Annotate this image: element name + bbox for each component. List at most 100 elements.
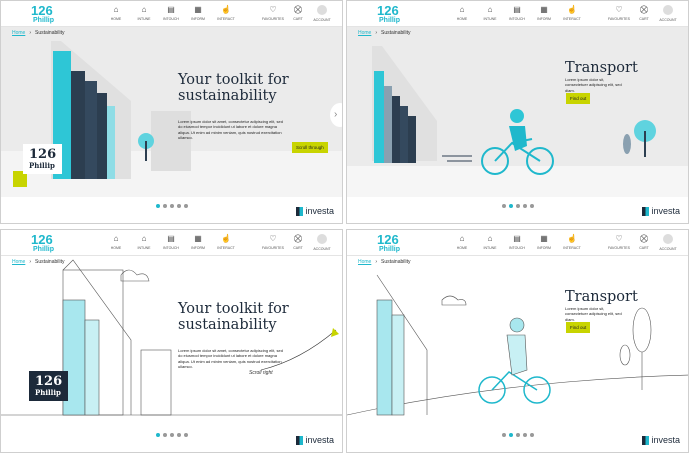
badge-name: Phillip (29, 161, 55, 170)
nav-item-favourites[interactable]: ♡ FAVOURITES (606, 5, 632, 21)
nav-item-cart[interactable]: ⛒ CART (285, 234, 311, 250)
logo-name: Phillip (33, 17, 54, 24)
carousel-dots (501, 204, 534, 208)
mail-icon: ▤ (167, 234, 175, 243)
nav-label: INTUNE (483, 17, 497, 21)
carousel-dot[interactable] (169, 204, 174, 208)
breadcrumb: Home › Sustainability (358, 259, 410, 265)
cart-icon: ⛒ (639, 5, 649, 14)
nav-item-intune[interactable]: ⌂ INTUNE (131, 5, 157, 21)
nav-label: ACCOUNT (313, 247, 331, 251)
carousel-dot[interactable] (176, 433, 181, 437)
carousel-dot[interactable] (183, 433, 188, 437)
find-out-button[interactable]: Find out (566, 322, 591, 333)
carousel-dot[interactable] (162, 433, 167, 437)
nav-item-account[interactable]: ACCOUNT (655, 5, 681, 22)
nav-item-interact[interactable]: ☝ INTERACT (213, 5, 239, 21)
nav-item-favourites[interactable]: ♡ FAVOURITES (606, 234, 632, 250)
nav-label: INTUNE (137, 17, 151, 21)
nav-item-interact[interactable]: ☝ INTERACT (559, 5, 585, 21)
logo[interactable]: 126 Phillip (377, 4, 400, 24)
carousel-dot[interactable] (515, 204, 520, 208)
logo[interactable]: 126 Phillip (377, 233, 400, 253)
home-icon: ⌂ (459, 5, 465, 14)
nav-label: INTERACT (563, 17, 581, 21)
nav-item-intouch[interactable]: ▤ INTOUCH (158, 5, 184, 21)
logo[interactable]: 126 Phillip (31, 4, 54, 24)
nav-item-cart[interactable]: ⛒ CART (631, 5, 657, 21)
nav-item-cart[interactable]: ⛒ CART (285, 5, 311, 21)
nav-item-inform[interactable]: ▦ INFORM (531, 234, 557, 250)
breadcrumb: Home › Sustainability (12, 259, 64, 265)
nav-label: FAVOURITES (262, 246, 284, 250)
nav-item-account[interactable]: ACCOUNT (309, 234, 335, 251)
logo-name: Phillip (33, 246, 54, 253)
breadcrumb-home[interactable]: Home (358, 30, 372, 36)
carousel-dot[interactable] (508, 433, 513, 437)
breadcrumb-separator: › (29, 30, 32, 36)
carousel-dot[interactable] (501, 204, 506, 208)
nav-item-intune[interactable]: ⌂ INTUNE (477, 234, 503, 250)
logo-number: 126 (31, 3, 53, 18)
house-icon: ⌂ (487, 234, 493, 243)
nav-item-intune[interactable]: ⌂ INTUNE (477, 5, 503, 21)
nav-item-inform[interactable]: ▦ INFORM (185, 234, 211, 250)
avatar-icon (317, 5, 327, 15)
carousel-dot[interactable] (529, 433, 534, 437)
nav-item-favourites[interactable]: ♡ FAVOURITES (260, 234, 286, 250)
nav-item-intune[interactable]: ⌂ INTUNE (131, 234, 157, 250)
nav-item-cart[interactable]: ⛒ CART (631, 234, 657, 250)
avatar-icon (663, 234, 673, 244)
carousel-dot[interactable] (183, 204, 188, 208)
investa-mark-icon (642, 435, 650, 445)
nav-item-home[interactable]: ⌂ HOME (449, 234, 475, 250)
nav-label: INTERACT (563, 246, 581, 250)
nav-item-interact[interactable]: ☝ INTERACT (559, 234, 585, 250)
carousel-dot[interactable] (508, 204, 513, 208)
nav-item-account[interactable]: ACCOUNT (309, 5, 335, 22)
badge-number: 126 (35, 374, 63, 389)
logo[interactable]: 126 Phillip (31, 233, 54, 253)
carousel-dot[interactable] (522, 433, 527, 437)
carousel-dot[interactable] (155, 433, 160, 437)
carousel-dot[interactable] (169, 433, 174, 437)
nav-item-account[interactable]: ACCOUNT (655, 234, 681, 251)
badge-number: 126 (29, 147, 57, 162)
nav-label: HOME (456, 17, 468, 21)
breadcrumb-home[interactable]: Home (358, 259, 372, 265)
investa-logo: investa (642, 206, 680, 216)
logo-number: 126 (31, 232, 53, 247)
nav-item-home[interactable]: ⌂ HOME (103, 234, 129, 250)
carousel-dot[interactable] (501, 433, 506, 437)
scroll-right-hint: Scroll right (249, 370, 273, 376)
breadcrumb-current: Sustainability (381, 259, 411, 265)
nav-item-intouch[interactable]: ▤ INTOUCH (504, 5, 530, 21)
carousel-dot[interactable] (162, 204, 167, 208)
carousel-dot[interactable] (515, 433, 520, 437)
heart-icon: ♡ (615, 234, 623, 243)
mail-icon: ▤ (513, 5, 521, 14)
nav-label: INTUNE (137, 246, 151, 250)
nav-item-inform[interactable]: ▦ INFORM (531, 5, 557, 21)
breadcrumb-home[interactable]: Home (12, 259, 26, 265)
nav-item-intouch[interactable]: ▤ INTOUCH (504, 234, 530, 250)
next-slide-button[interactable]: › (330, 103, 342, 127)
screen-mockup-1: 126 Phillip ⌂ HOME ⌂ INTUNE ▤ INTOUCH ▦ INFORM ☝ IN… (0, 0, 343, 224)
find-out-button[interactable]: Find out (566, 93, 591, 104)
badge-name: Phillip (35, 388, 61, 397)
carousel-dot[interactable] (522, 204, 527, 208)
nav-item-inform[interactable]: ▦ INFORM (185, 5, 211, 21)
nav-item-home[interactable]: ⌂ HOME (103, 5, 129, 21)
top-nav: 126 Phillip ⌂ HOME ⌂ INTUNE ▤ INTOUCH ▦ INFORM ☝ IN… (1, 230, 342, 256)
breadcrumb-home[interactable]: Home (12, 30, 26, 36)
carousel-dot[interactable] (155, 204, 160, 208)
nav-item-home[interactable]: ⌂ HOME (449, 5, 475, 21)
nav-item-intouch[interactable]: ▤ INTOUCH (158, 234, 184, 250)
nav-item-interact[interactable]: ☝ INTERACT (213, 234, 239, 250)
carousel-dot[interactable] (176, 204, 181, 208)
pointer-icon: ☝ (567, 234, 577, 243)
nav-label: INTOUCH (163, 246, 179, 250)
scroll-through-button[interactable]: Scroll through (292, 142, 328, 153)
nav-item-favourites[interactable]: ♡ FAVOURITES (260, 5, 286, 21)
carousel-dot[interactable] (529, 204, 534, 208)
